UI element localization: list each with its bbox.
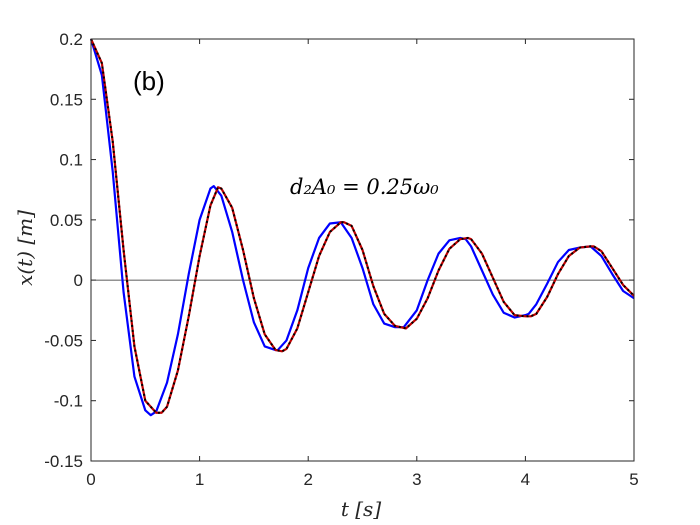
x-tick-label: 1 [195,470,204,489]
series-line-3 [90,38,635,414]
y-tick-label: 0.2 [59,30,83,49]
panel-label: (b) [133,66,165,96]
annotation-text: d₂A₀ = 0.25ω₀ [290,175,439,199]
y-tick-label: -0.1 [54,392,83,411]
series-line-1 [89,38,635,417]
x-tick-label: 4 [521,470,530,489]
x-tick-label: 2 [303,470,312,489]
y-tick-label: -0.15 [44,452,83,471]
y-tick-label: 0.15 [50,90,83,109]
y-tick-label: -0.05 [44,331,83,350]
plot-frame [90,38,635,462]
x-tick-label: 0 [86,470,95,489]
x-tick-label: 3 [412,470,421,489]
y-tick-label: 0.05 [50,211,83,230]
y-tick-label: 0.1 [59,151,83,170]
y-tick-label: 0 [74,271,83,290]
x-axis-label: t [s] [341,497,381,521]
plot-area [89,38,635,417]
ticks-layer: 0 1 2 3 4 5 -0.15 -0.1 -0.05 0 0.05 0.1 0.15 0.2 [44,30,638,489]
x-tick-label: 5 [629,470,638,489]
y-axis-label: x(t) [m] [13,210,37,286]
